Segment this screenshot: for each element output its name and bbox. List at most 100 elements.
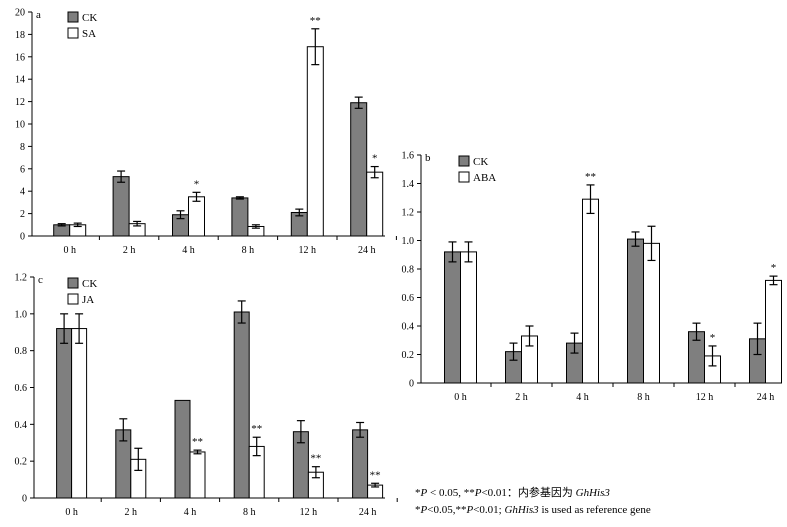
x-tick-label: 0 h	[454, 392, 467, 403]
footnote-text: *	[415, 487, 421, 499]
footnote-text: P	[466, 504, 474, 516]
x-tick-label: 12 h	[299, 245, 317, 256]
footnote-text: P	[420, 504, 428, 516]
significance-mark: *	[771, 262, 777, 274]
y-tick-label: 14	[15, 75, 25, 86]
legend-swatch	[67, 277, 79, 289]
y-tick-label: 20	[15, 8, 25, 19]
y-tick-label: 1.0	[15, 309, 28, 320]
x-tick-label: 2 h	[515, 392, 528, 403]
y-tick-label: 0.2	[15, 457, 28, 468]
bar-ck	[112, 176, 130, 237]
significance-mark: **	[192, 436, 203, 448]
bar-aba	[643, 242, 660, 384]
bar-aba	[765, 279, 782, 384]
footnote-text: <0.05,**	[427, 504, 467, 516]
legend-swatch	[67, 293, 79, 305]
legend-swatch	[458, 155, 470, 167]
panel-letter: c	[38, 274, 43, 286]
significance-mark: *	[710, 332, 716, 344]
x-tick-label: 2 h	[123, 245, 136, 256]
bar-ck	[231, 197, 249, 237]
y-tick-label: 0.8	[402, 265, 415, 276]
legend-label: JA	[82, 294, 94, 306]
legend-label: SA	[82, 28, 96, 40]
x-tick-label: 8 h	[637, 392, 650, 403]
legend-swatch	[458, 171, 470, 183]
y-tick-label: 0.8	[15, 346, 28, 357]
bar-sa	[306, 46, 324, 237]
footnote-chinese: *P < 0.05, **P<0.01：内参基因为 GhHis3	[415, 486, 610, 500]
significance-mark: *	[372, 153, 378, 165]
footnote-text: <0.01;	[473, 504, 505, 516]
y-tick-label: 10	[15, 120, 25, 131]
bar-ck	[627, 238, 644, 384]
x-tick-label: 12 h	[696, 392, 714, 403]
footnote-text: *	[415, 504, 421, 516]
bar-ck	[350, 102, 368, 237]
bar-ck	[233, 311, 250, 499]
x-tick-label: 24 h	[359, 507, 377, 518]
x-tick-label: 4 h	[576, 392, 589, 403]
chart-panel-c: 0 0.2 0.4 0.6 0.8 1.0 1.2 c 0 h 2 h ** 4 h ** 8 h ** 12…	[15, 273, 398, 518]
significance-mark: **	[310, 15, 321, 27]
significance-mark: *	[194, 178, 200, 190]
y-tick-label: 0	[409, 379, 414, 390]
footnote-text: is used as reference gene	[538, 504, 651, 516]
footnote-text: P	[420, 487, 428, 499]
bar-ja	[71, 328, 88, 499]
legend-swatch	[67, 27, 79, 39]
panel-letter: a	[36, 9, 41, 21]
footnote-text: <0.01：内参基因为	[481, 487, 576, 499]
bar-ck	[444, 251, 461, 384]
legend-label: CK	[82, 12, 97, 24]
bar-aba	[582, 198, 599, 384]
bar-ja	[189, 451, 206, 499]
footnote-gene: GhHis3	[575, 487, 610, 499]
footnote-gene: GhHis3	[504, 504, 539, 516]
y-tick-label: 0.6	[402, 293, 415, 304]
footnote-english: *P<0.05,**P<0.01; GhHis3 is used as refe…	[415, 503, 651, 517]
y-tick-label: 1.2	[15, 273, 28, 284]
y-tick-label: 0	[22, 494, 27, 505]
y-tick-label: 8	[20, 142, 25, 153]
x-tick-label: 4 h	[184, 507, 197, 518]
y-tick-label: 1.2	[402, 208, 415, 219]
x-tick-label: 24 h	[757, 392, 775, 403]
bar-ck	[56, 328, 73, 499]
y-tick-label: 2	[20, 209, 25, 220]
significance-mark: **	[370, 469, 381, 481]
y-tick-label: 6	[20, 164, 25, 175]
y-tick-label: 0.4	[402, 322, 415, 333]
x-tick-label: 4 h	[182, 245, 195, 256]
footnote-text: P	[474, 487, 482, 499]
y-tick-label: 18	[15, 30, 25, 41]
y-tick-label: 16	[15, 52, 25, 63]
y-tick-label: 4	[20, 187, 25, 198]
legend-label: CK	[473, 156, 488, 168]
significance-mark: **	[251, 423, 262, 435]
x-tick-label: 24 h	[358, 245, 376, 256]
x-tick-label: 0 h	[63, 245, 76, 256]
chart-panel-a: 0 2 4 6 8 10 12 14 16 18 20 a 0 h 2 h * 4 h 8 h ** 12 h * 24…	[15, 8, 397, 256]
panel-letter: b	[425, 152, 431, 164]
x-tick-label: 8 h	[243, 507, 256, 518]
x-tick-label: 8 h	[242, 245, 255, 256]
bar-sa	[366, 171, 384, 237]
y-tick-label: 0	[20, 232, 25, 243]
y-tick-label: 0.4	[15, 420, 28, 431]
legend-label: ABA	[473, 172, 496, 184]
footnote-text: < 0.05, **	[427, 487, 475, 499]
x-tick-label: 0 h	[65, 507, 78, 518]
significance-mark: **	[310, 453, 321, 465]
y-tick-label: 12	[15, 97, 25, 108]
y-tick-label: 1.6	[402, 151, 415, 162]
bar-ck	[174, 399, 191, 499]
x-tick-label: 12 h	[300, 507, 318, 518]
y-tick-label: 0.2	[402, 350, 415, 361]
y-tick-label: 0.6	[15, 383, 28, 394]
y-tick-label: 1.4	[402, 179, 415, 190]
significance-mark: **	[585, 171, 596, 183]
